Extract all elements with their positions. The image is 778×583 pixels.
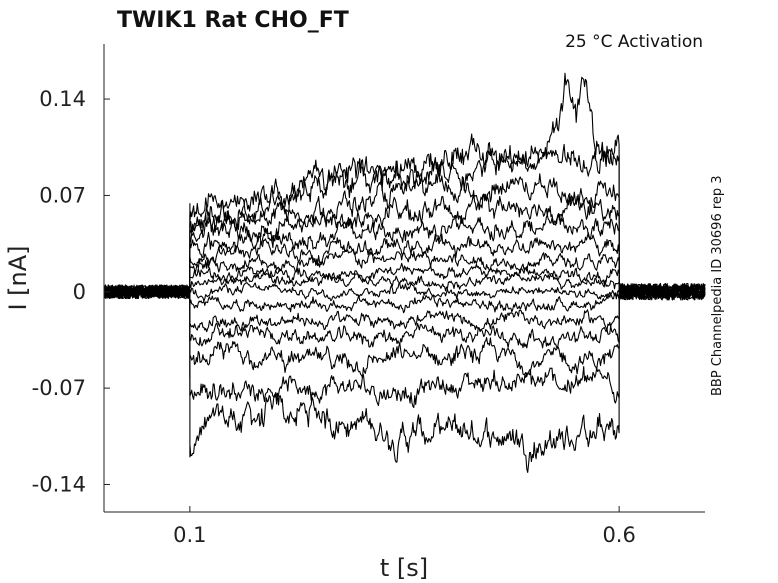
trace-6 [103,283,706,314]
trace-9 [103,262,706,300]
trace-8 [103,269,706,301]
trace-11 [103,232,706,301]
y-tick-label: -0.14 [32,472,86,496]
trace-2 [103,283,706,409]
y-ticks: 0.14 0.07 0 -0.07 -0.14 [32,87,110,496]
x-ticks: 0.1 0.6 [173,506,636,547]
y-tick-label: 0.14 [39,87,86,111]
side-note: BBP Channelpedia ID 30696 rep 3 [710,175,725,396]
plot-area: 0.1 0.6 0.14 0.07 0 -0.07 -0.14 [32,44,706,547]
trace-1 [103,283,706,473]
y-tick-label: -0.07 [32,376,86,400]
x-tick-label: 0.6 [602,523,635,547]
y-axis-label: I [nA] [4,245,32,310]
y-tick-label: 0.07 [39,183,86,207]
x-axis-label: t [s] [380,554,428,582]
trace-5 [103,283,706,340]
trace-10 [103,249,706,301]
trace-14 [103,172,706,301]
trace-3 [103,283,706,379]
chart-title: TWIK1 Rat CHO_FT [117,8,349,33]
trace-4 [103,282,706,349]
current-traces [103,72,706,473]
x-tick-label: 0.1 [173,523,206,547]
trace-16 [103,72,706,301]
chart-subtitle: 25 °C Activation [565,32,703,52]
y-tick-label: 0 [73,280,86,304]
trace-12 [103,210,706,301]
